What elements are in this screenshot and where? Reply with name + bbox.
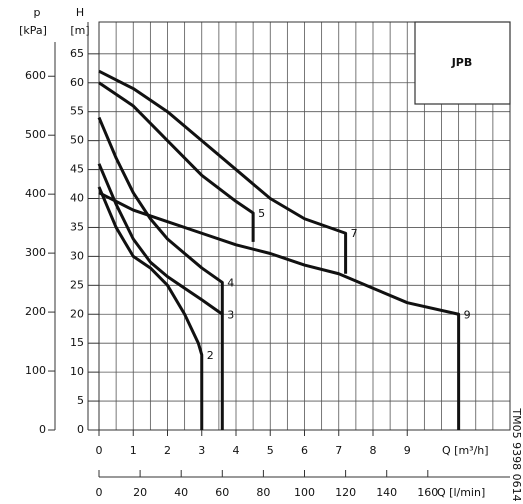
y-tick-label: 0 <box>77 423 84 436</box>
y-tick-label: 30 <box>70 249 84 262</box>
curve-label: 2 <box>207 349 214 362</box>
x-tick-label: 6 <box>301 444 308 457</box>
x-tick-label: 7 <box>335 444 342 457</box>
y2-tick-label: 400 <box>25 187 46 200</box>
y-tick-label: 35 <box>70 220 84 233</box>
curve-label: 4 <box>227 276 234 289</box>
y2-tick-label: 0 <box>39 423 46 436</box>
code: TM05 9398 0614 <box>510 407 523 501</box>
y-tick-label: 45 <box>70 163 84 176</box>
x2-tick-label: 40 <box>174 486 188 499</box>
y-tick-label: 5 <box>77 394 84 407</box>
x2-tick-label: 0 <box>96 486 103 499</box>
y-tick-label: 20 <box>70 307 84 320</box>
y2-label-unit: [kPa] <box>19 24 47 37</box>
y2-tick-label: 300 <box>25 246 46 259</box>
x-tick-label: 5 <box>267 444 274 457</box>
y-tick-label: 55 <box>70 105 84 118</box>
x-tick-label: 2 <box>164 444 171 457</box>
y2-label-top: p <box>34 6 41 19</box>
curve-label: 7 <box>351 227 358 240</box>
y-tick-label: 10 <box>70 365 84 378</box>
y2-tick-label: 500 <box>25 128 46 141</box>
y-tick-label: 65 <box>70 47 84 60</box>
curve <box>98 81 255 242</box>
curve <box>98 191 461 430</box>
curve <box>98 69 348 274</box>
y-tick-label: 40 <box>70 192 84 205</box>
curve-label: 9 <box>464 308 471 321</box>
badge-box <box>414 21 511 105</box>
x2-tick-label: 100 <box>294 486 315 499</box>
x-tick-label: 8 <box>370 444 377 457</box>
x-tick-label: 4 <box>233 444 240 457</box>
x-tick-label: 0 <box>96 444 103 457</box>
x2-tick-label: 20 <box>133 486 147 499</box>
y-tick-label: 25 <box>70 278 84 291</box>
y2-tick-label: 100 <box>25 364 46 377</box>
x-tick-label: 1 <box>130 444 137 457</box>
y2-tick-label: 200 <box>25 305 46 318</box>
y-label-unit: [m] <box>70 24 89 37</box>
x2-tick-label: 120 <box>335 486 356 499</box>
curve-label: 5 <box>258 207 265 220</box>
y-tick-label: 50 <box>70 134 84 147</box>
badge: JPB <box>451 56 473 69</box>
x2-label: Q [l/min] <box>437 486 485 499</box>
curve <box>97 186 204 430</box>
x-label: Q [m³/h] <box>442 444 489 457</box>
y-tick-label: 15 <box>70 336 84 349</box>
curve-label: 3 <box>227 308 234 321</box>
x-tick-label: 9 <box>404 444 411 457</box>
curve <box>97 116 224 315</box>
x-tick-label: 3 <box>198 444 205 457</box>
x2-tick-label: 60 <box>215 486 229 499</box>
x2-tick-label: 140 <box>376 486 397 499</box>
x2-tick-label: 80 <box>256 486 270 499</box>
x2-tick-label: 160 <box>417 486 438 499</box>
y2-tick-label: 600 <box>25 69 46 82</box>
y-tick-label: 60 <box>70 76 84 89</box>
curve <box>97 163 224 430</box>
y-label-top: H <box>76 6 84 19</box>
